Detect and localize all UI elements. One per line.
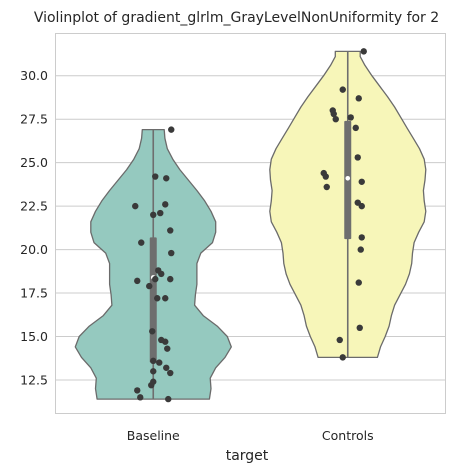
data-point <box>163 175 170 182</box>
data-point <box>357 246 364 253</box>
data-point <box>360 48 367 55</box>
data-point <box>356 324 363 332</box>
y-tick-label: 17.5 <box>20 286 48 301</box>
data-point <box>162 201 169 208</box>
data-point <box>168 249 175 257</box>
data-point <box>355 279 362 286</box>
data-point <box>162 295 169 302</box>
y-tick-label: 22.5 <box>20 199 48 214</box>
data-point <box>354 154 361 161</box>
x-axis-label: target <box>226 448 269 464</box>
data-point <box>163 364 170 371</box>
data-point <box>138 239 145 246</box>
data-point <box>164 345 171 352</box>
y-tick-label: 27.5 <box>20 112 48 127</box>
data-point <box>320 169 327 177</box>
data-point <box>149 328 156 335</box>
data-point <box>339 86 346 93</box>
data-point <box>167 227 174 234</box>
data-point <box>134 277 141 285</box>
data-point <box>358 178 365 185</box>
data-point <box>358 234 365 241</box>
data-point <box>150 378 157 385</box>
data-point <box>150 368 157 375</box>
data-point <box>155 267 162 274</box>
data-point <box>355 95 362 102</box>
data-point <box>352 124 359 132</box>
data-point <box>137 394 144 401</box>
data-point <box>162 338 169 345</box>
data-point <box>152 173 159 180</box>
violins <box>74 48 427 403</box>
plot-frame <box>55 33 446 414</box>
x-axis-ticks: Baseline Controls <box>127 428 374 443</box>
x-tick-label: Controls <box>322 428 374 443</box>
data-point <box>167 369 174 377</box>
data-point <box>165 395 172 403</box>
y-axis-ticks: 12.5 15.0 17.5 20.0 22.5 25.0 27.5 30.0 <box>20 68 48 387</box>
data-point <box>150 357 157 365</box>
y-tick-label: 12.5 <box>20 372 48 387</box>
chart-title: Violinplot of gradient_glrlm_GrayLevelNo… <box>34 10 439 26</box>
data-point <box>132 202 139 210</box>
data-point <box>347 114 354 121</box>
data-point <box>146 282 153 290</box>
data-point <box>150 211 157 219</box>
data-point <box>157 209 164 217</box>
data-point <box>134 387 141 394</box>
data-point <box>332 115 339 123</box>
x-tick-label: Baseline <box>127 428 180 443</box>
data-point <box>339 354 346 361</box>
data-point <box>329 107 336 114</box>
violin-group-controls <box>269 48 427 361</box>
violin-group-baseline <box>74 126 232 403</box>
data-point <box>354 199 361 206</box>
y-tick-label: 25.0 <box>20 155 48 170</box>
y-tick-label: 30.0 <box>20 68 48 83</box>
data-point <box>323 183 330 191</box>
data-point <box>336 336 343 344</box>
data-point <box>154 295 161 302</box>
data-point <box>156 359 163 366</box>
y-tick-label: 15.0 <box>20 329 48 344</box>
violin-median <box>345 175 351 181</box>
data-point <box>167 275 174 283</box>
y-tick-label: 20.0 <box>20 242 48 257</box>
data-point <box>152 275 159 283</box>
data-point <box>168 126 175 133</box>
